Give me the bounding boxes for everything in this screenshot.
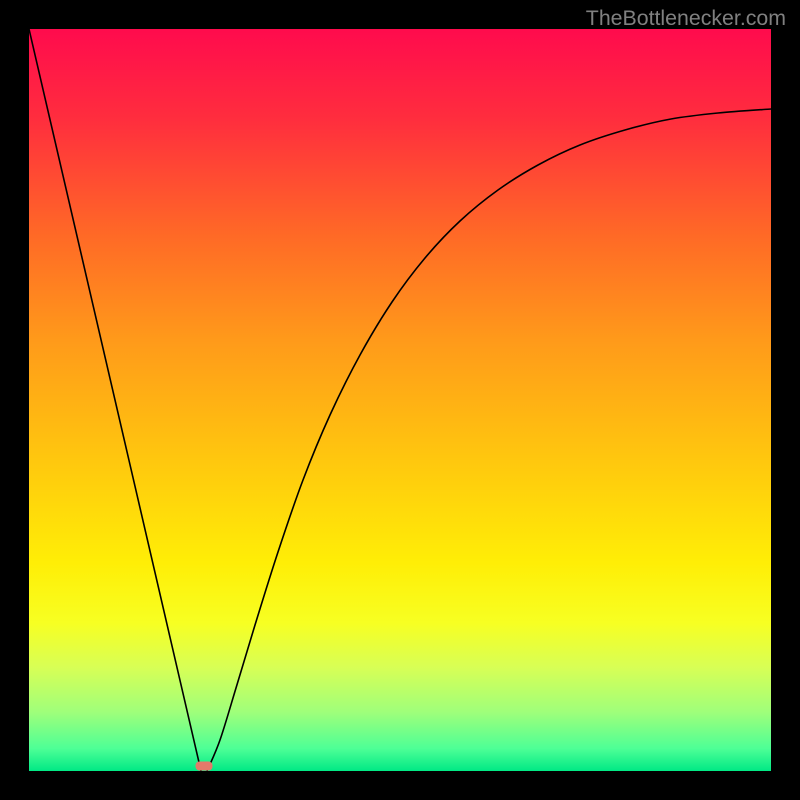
curve-layer — [29, 29, 771, 771]
valley-marker — [196, 762, 213, 771]
chart-container: TheBottlenecker.com — [0, 0, 800, 800]
curve-right-branch — [207, 109, 771, 771]
watermark-text: TheBottlenecker.com — [586, 6, 786, 31]
curve-left-branch — [29, 29, 201, 771]
plot-area — [29, 29, 771, 771]
